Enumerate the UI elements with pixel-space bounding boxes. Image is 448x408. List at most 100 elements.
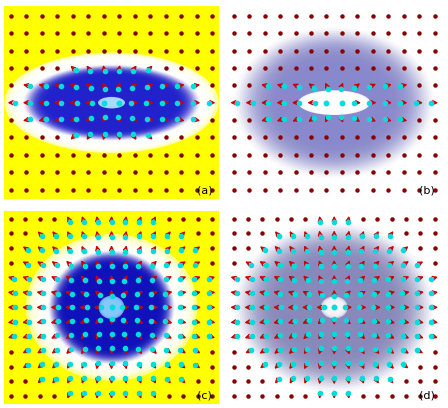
Ellipse shape bbox=[314, 87, 355, 118]
Ellipse shape bbox=[278, 259, 391, 355]
Ellipse shape bbox=[79, 88, 144, 118]
Ellipse shape bbox=[97, 294, 126, 321]
Ellipse shape bbox=[103, 299, 120, 315]
Ellipse shape bbox=[101, 98, 122, 107]
Ellipse shape bbox=[322, 297, 346, 317]
Ellipse shape bbox=[78, 277, 146, 338]
Ellipse shape bbox=[108, 101, 116, 104]
Ellipse shape bbox=[69, 84, 154, 121]
Ellipse shape bbox=[237, 29, 432, 176]
Ellipse shape bbox=[38, 71, 185, 134]
Ellipse shape bbox=[81, 279, 142, 335]
Ellipse shape bbox=[280, 262, 388, 353]
Ellipse shape bbox=[53, 78, 170, 128]
Ellipse shape bbox=[86, 92, 137, 113]
Ellipse shape bbox=[108, 304, 116, 311]
Ellipse shape bbox=[43, 73, 181, 132]
Ellipse shape bbox=[109, 306, 114, 309]
Ellipse shape bbox=[61, 79, 161, 126]
Ellipse shape bbox=[265, 249, 404, 366]
Ellipse shape bbox=[285, 66, 383, 140]
Ellipse shape bbox=[32, 69, 191, 137]
Ellipse shape bbox=[314, 290, 355, 325]
Ellipse shape bbox=[311, 85, 358, 120]
Ellipse shape bbox=[104, 301, 119, 314]
Ellipse shape bbox=[74, 86, 149, 119]
Ellipse shape bbox=[23, 65, 200, 141]
Ellipse shape bbox=[278, 60, 391, 145]
Ellipse shape bbox=[39, 246, 184, 369]
Ellipse shape bbox=[332, 305, 337, 310]
Ellipse shape bbox=[310, 94, 358, 111]
Ellipse shape bbox=[303, 281, 365, 333]
Ellipse shape bbox=[323, 299, 345, 316]
Ellipse shape bbox=[288, 268, 380, 346]
Ellipse shape bbox=[247, 233, 422, 381]
Ellipse shape bbox=[95, 95, 128, 110]
Ellipse shape bbox=[76, 87, 147, 118]
Ellipse shape bbox=[100, 297, 123, 318]
Ellipse shape bbox=[293, 72, 375, 133]
Ellipse shape bbox=[15, 58, 208, 148]
Ellipse shape bbox=[85, 283, 138, 332]
Ellipse shape bbox=[250, 39, 419, 166]
Ellipse shape bbox=[22, 61, 201, 144]
Ellipse shape bbox=[76, 275, 147, 339]
Ellipse shape bbox=[104, 300, 119, 314]
Ellipse shape bbox=[48, 75, 174, 130]
Ellipse shape bbox=[106, 303, 117, 312]
Ellipse shape bbox=[48, 251, 175, 364]
Ellipse shape bbox=[58, 80, 165, 126]
Ellipse shape bbox=[111, 306, 112, 308]
Ellipse shape bbox=[37, 68, 186, 138]
Ellipse shape bbox=[62, 263, 161, 352]
Ellipse shape bbox=[37, 71, 186, 135]
Ellipse shape bbox=[71, 85, 152, 120]
Ellipse shape bbox=[59, 260, 164, 355]
Ellipse shape bbox=[87, 92, 136, 113]
Ellipse shape bbox=[55, 78, 168, 127]
Ellipse shape bbox=[64, 266, 159, 348]
Ellipse shape bbox=[237, 225, 432, 390]
Ellipse shape bbox=[254, 43, 414, 162]
Ellipse shape bbox=[316, 89, 352, 116]
Ellipse shape bbox=[321, 296, 348, 318]
Ellipse shape bbox=[92, 94, 131, 111]
Ellipse shape bbox=[56, 79, 167, 126]
Ellipse shape bbox=[272, 255, 396, 359]
Ellipse shape bbox=[55, 256, 168, 359]
Ellipse shape bbox=[254, 240, 414, 375]
Text: (d): (d) bbox=[419, 390, 435, 400]
Ellipse shape bbox=[99, 98, 124, 108]
Ellipse shape bbox=[313, 95, 356, 110]
Ellipse shape bbox=[283, 264, 386, 351]
Ellipse shape bbox=[76, 86, 147, 120]
Ellipse shape bbox=[47, 252, 177, 363]
Ellipse shape bbox=[78, 89, 145, 117]
Ellipse shape bbox=[280, 62, 388, 143]
Ellipse shape bbox=[93, 291, 130, 324]
Ellipse shape bbox=[303, 92, 366, 113]
Ellipse shape bbox=[95, 292, 129, 323]
Ellipse shape bbox=[308, 93, 361, 112]
Ellipse shape bbox=[252, 238, 417, 377]
Ellipse shape bbox=[40, 69, 183, 136]
Ellipse shape bbox=[29, 67, 194, 138]
Ellipse shape bbox=[72, 272, 151, 343]
Ellipse shape bbox=[81, 281, 142, 334]
Ellipse shape bbox=[73, 86, 151, 120]
Ellipse shape bbox=[107, 304, 116, 311]
Ellipse shape bbox=[68, 268, 155, 347]
Ellipse shape bbox=[270, 253, 398, 361]
Ellipse shape bbox=[77, 278, 146, 337]
Ellipse shape bbox=[327, 302, 341, 313]
Ellipse shape bbox=[35, 70, 188, 135]
Ellipse shape bbox=[61, 262, 162, 353]
Ellipse shape bbox=[330, 304, 338, 310]
Ellipse shape bbox=[69, 269, 155, 346]
Ellipse shape bbox=[257, 242, 411, 373]
Ellipse shape bbox=[99, 98, 124, 108]
Ellipse shape bbox=[329, 303, 339, 312]
Ellipse shape bbox=[34, 69, 190, 136]
Ellipse shape bbox=[104, 100, 119, 106]
